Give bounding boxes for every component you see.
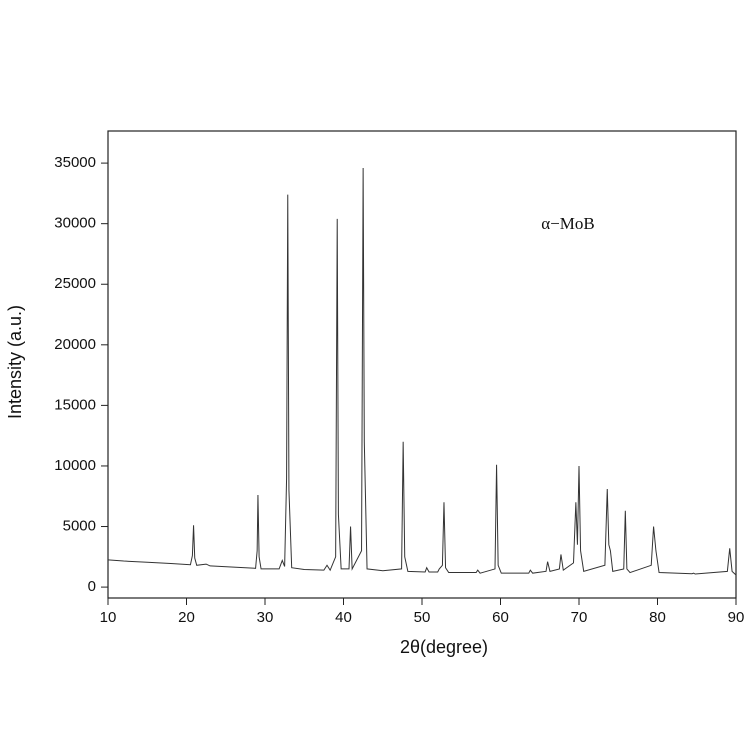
y-tick-label: 20000 — [54, 336, 96, 353]
y-tick-label: 5000 — [63, 517, 96, 534]
y-tick-label: 10000 — [54, 457, 96, 474]
x-tick-label: 90 — [728, 609, 745, 626]
x-tick-label: 20 — [178, 609, 195, 626]
y-tick-label: 35000 — [54, 154, 96, 171]
x-tick-label: 10 — [100, 609, 117, 626]
x-tick-label: 30 — [257, 609, 274, 626]
y-tick-label: 0 — [88, 578, 96, 595]
x-tick-label: 70 — [571, 609, 588, 626]
x-tick-label: 60 — [492, 609, 509, 626]
y-axis-label: Intensity (a.u.) — [5, 305, 25, 419]
x-axis-label: 2θ(degree) — [400, 637, 488, 657]
x-tick-label: 40 — [335, 609, 352, 626]
annotation: α−MoB — [541, 214, 594, 233]
x-tick-label: 50 — [414, 609, 431, 626]
plot-frame — [107, 130, 737, 599]
y-tick-label: 30000 — [54, 215, 96, 232]
y-tick-label: 25000 — [54, 275, 96, 292]
data-line — [107, 167, 737, 576]
y-tick-label: 15000 — [54, 396, 96, 413]
x-tick-label: 80 — [649, 609, 666, 626]
